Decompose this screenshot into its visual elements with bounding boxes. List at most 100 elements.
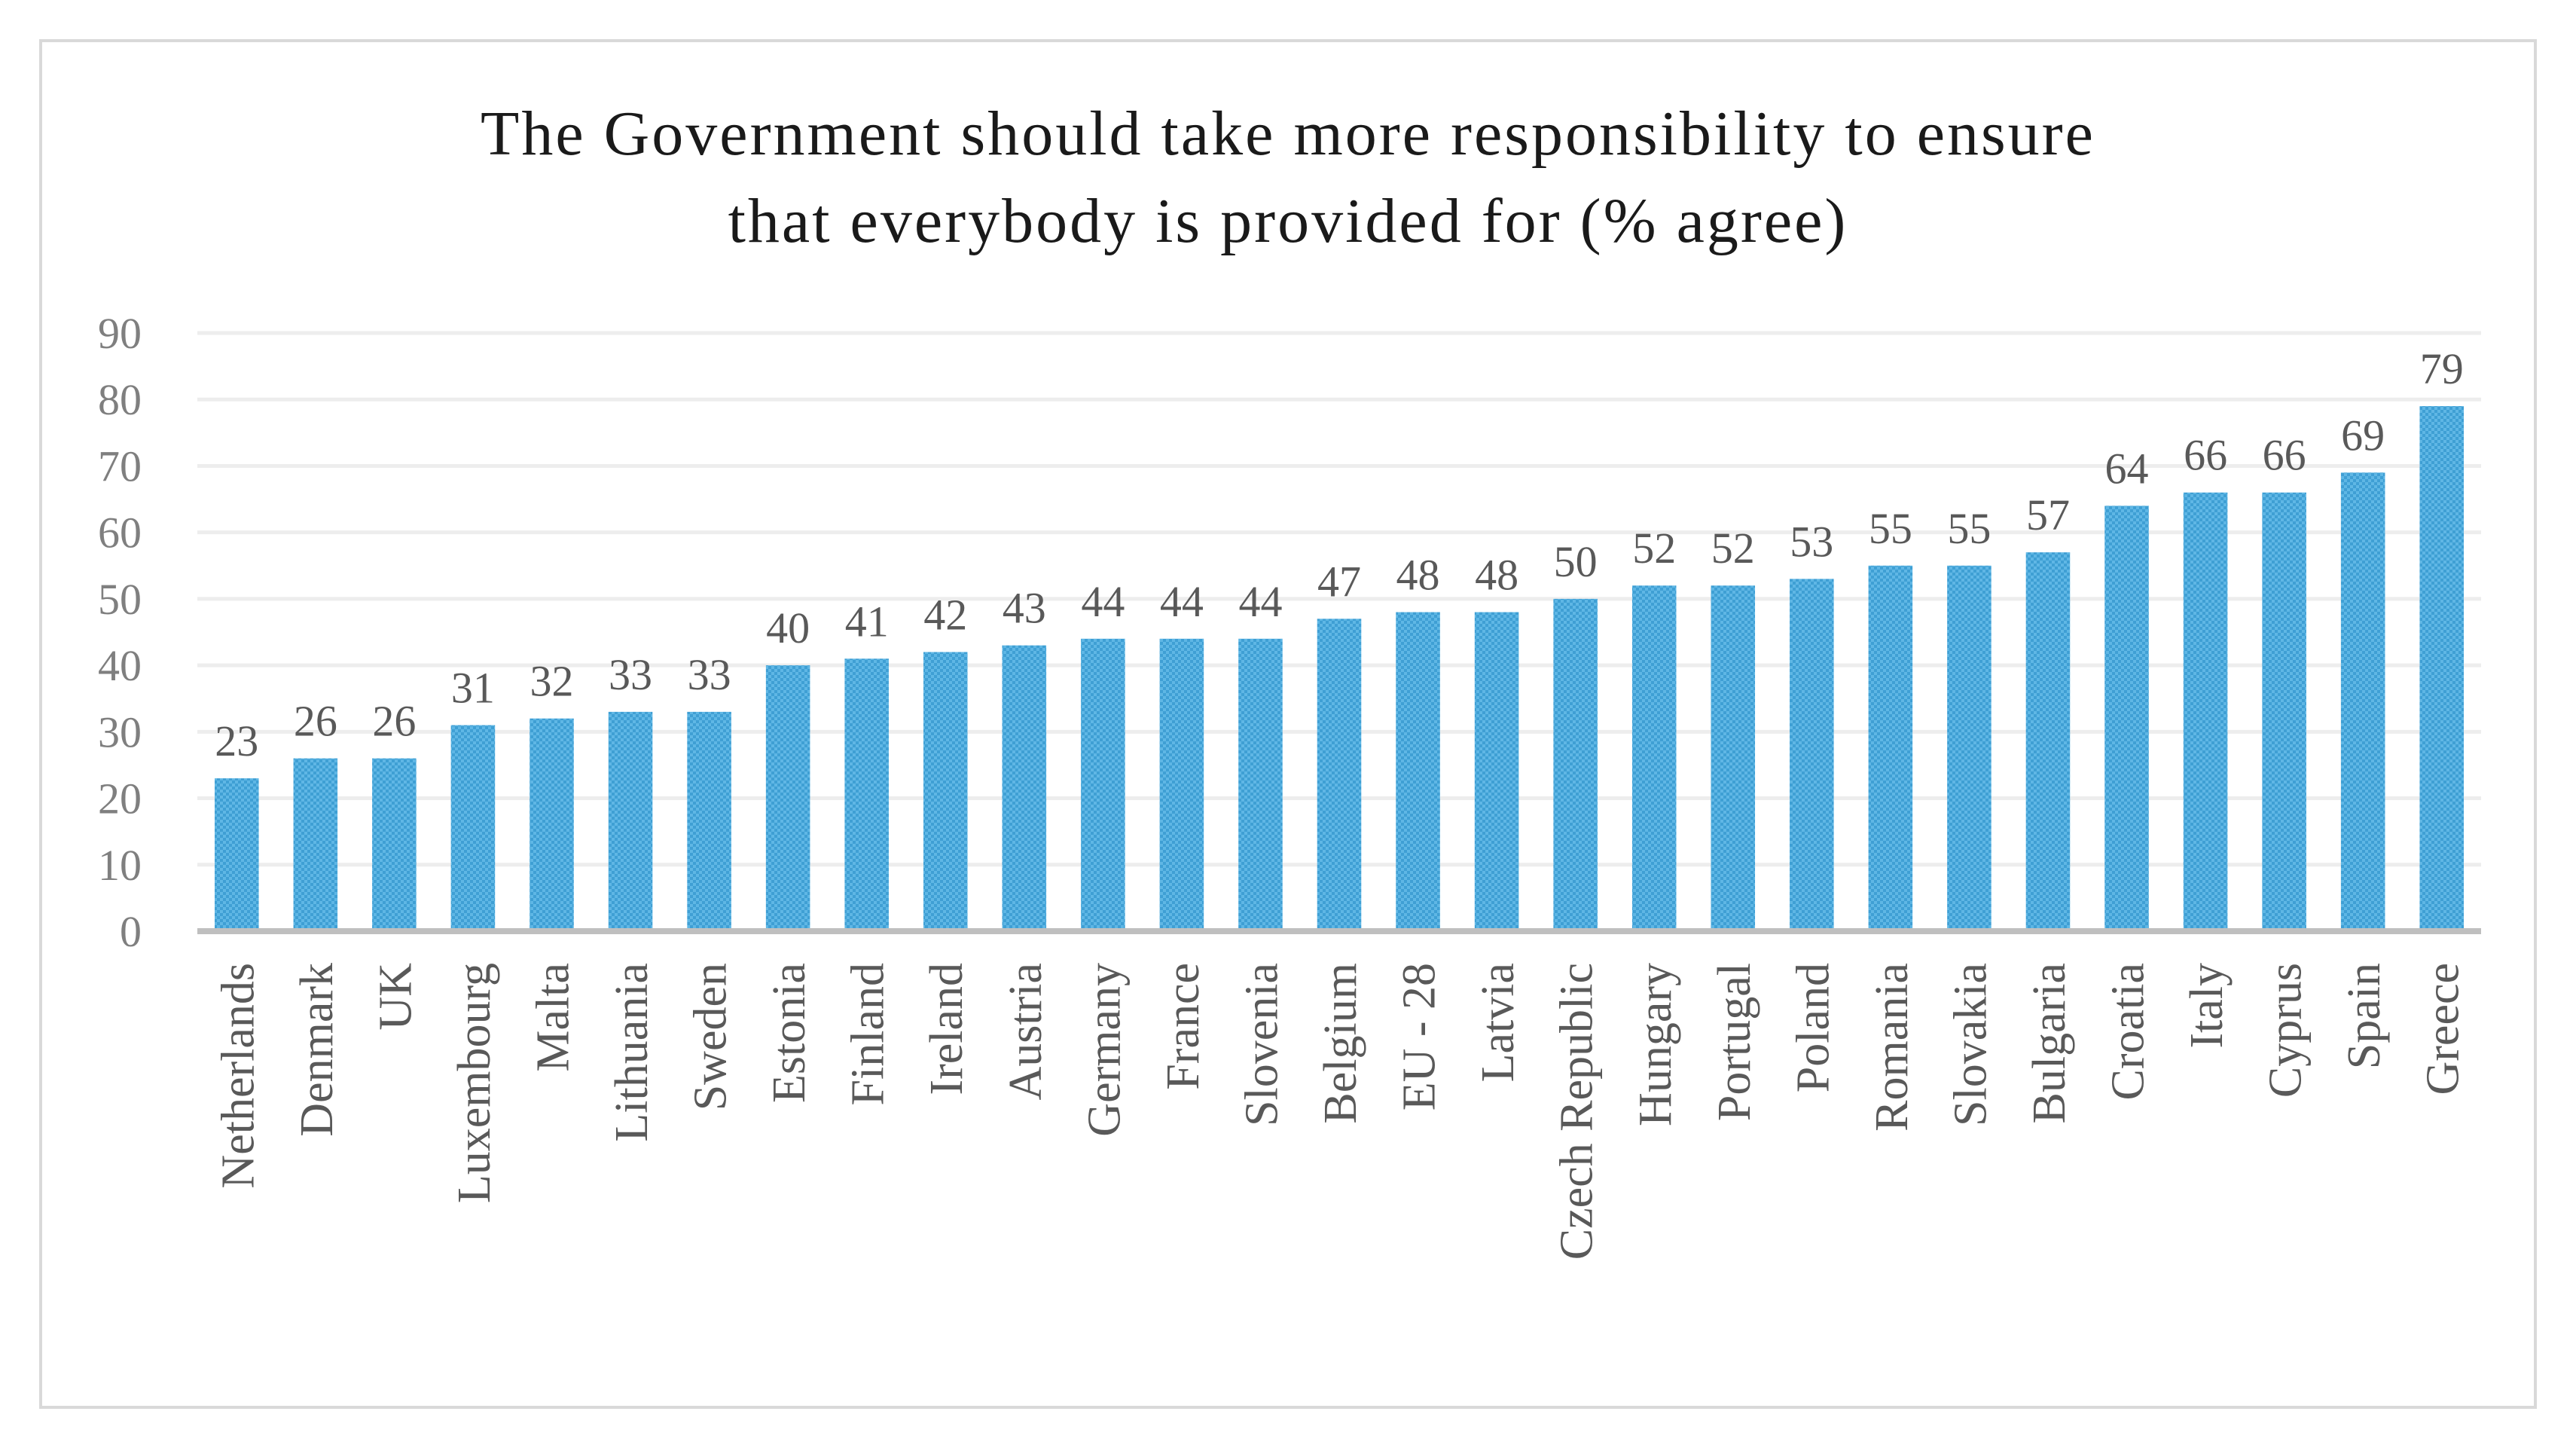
data-label: 53 [1790,517,1833,566]
data-label: 47 [1317,557,1361,606]
data-label: 64 [2105,444,2149,493]
y-tick-label: 90 [98,309,142,358]
x-tick-label: Cyprus [2260,963,2312,1098]
x-tick-label: Slovenia [1236,963,1287,1126]
data-label: 40 [766,603,810,652]
data-label: 42 [923,590,967,639]
data-label: 33 [609,650,652,699]
bar [2183,492,2228,931]
data-label: 26 [294,697,337,746]
data-label: 43 [1003,584,1046,633]
data-label: 50 [1554,537,1598,586]
x-tick-label: Romania [1866,963,1918,1132]
data-label: 26 [372,697,416,746]
bar [372,758,417,931]
x-tick-label: Denmark [291,963,343,1137]
y-tick-label: 0 [120,907,142,956]
bar [1238,638,1283,931]
data-label: 44 [1160,577,1204,626]
x-tick-label: Finland [843,963,894,1105]
y-tick-label: 20 [98,774,142,823]
data-label: 66 [2184,431,2227,480]
x-tick-label: Italy [2181,963,2233,1049]
y-tick-label: 50 [98,575,142,624]
x-tick-label: Greece [2418,963,2469,1095]
x-tick-label: Portugal [1709,963,1760,1121]
bar [1396,612,1440,931]
x-tick-label: EU - 28 [1394,963,1445,1110]
bar [1790,579,1834,931]
x-tick-label: Luxembourg [449,963,500,1203]
bar [1317,619,1362,931]
bars [215,406,2464,931]
x-tick-label: Czech Republic [1552,963,1603,1260]
x-axis-labels: Netherlands Denmark UK Luxembourg Malta Lithu… [212,963,2468,1260]
data-label: 44 [1081,577,1125,626]
bar [1868,565,1913,931]
y-tick-label: 80 [98,375,142,424]
x-tick-label: Austria [1000,963,1051,1101]
data-label: 23 [215,716,258,765]
data-label: 66 [2263,431,2306,480]
bar [215,778,259,931]
bar [530,718,574,931]
bar [844,658,889,931]
bar [1159,638,1204,931]
x-tick-label: France [1158,963,1209,1090]
data-label: 32 [530,657,573,706]
x-tick-label: Slovakia [1945,963,1996,1126]
x-tick-label: Belgium [1315,963,1366,1124]
bar [1553,598,1598,931]
x-tick-label: Bulgaria [2024,963,2075,1124]
bar [2419,406,2464,931]
data-label: 79 [2420,344,2464,393]
data-label: 33 [688,650,731,699]
bar [2104,506,2149,931]
data-label: 55 [1947,504,1991,553]
y-tick-label: 40 [98,641,142,690]
bar [687,711,731,931]
bar [2262,492,2306,931]
bar [2340,472,2385,931]
data-label: 69 [2341,411,2385,460]
x-tick-label: Sweden [685,963,737,1110]
x-tick-label: Malta [527,963,578,1072]
x-tick-label: Germany [1079,963,1130,1137]
data-label: 44 [1238,577,1282,626]
bar [450,725,496,931]
x-tick-label: Croatia [2103,963,2154,1101]
y-tick-label: 30 [98,707,142,756]
x-tick-label: Poland [1787,963,1839,1092]
chart-title: The Government should take more responsi… [481,99,2095,256]
data-label: 31 [451,664,495,713]
data-label: 57 [2026,490,2070,539]
bar [923,652,968,931]
data-label: 52 [1711,524,1755,573]
bar [765,665,810,931]
bar [2025,552,2071,931]
x-tick-label: Latvia [1473,963,1524,1082]
y-tick-label: 10 [98,841,142,890]
bar [1002,645,1047,931]
x-tick-label: Lithuania [606,963,658,1142]
y-axis: 0 10 20 30 40 50 60 70 80 90 [98,309,142,956]
x-tick-label: Ireland [921,963,972,1095]
y-tick-label: 70 [98,441,142,490]
x-tick-label: Netherlands [212,963,264,1189]
data-label: 52 [1632,524,1676,573]
y-tick-label: 60 [98,509,142,558]
x-tick-label: Hungary [1630,963,1681,1126]
gridlines [197,331,2481,867]
data-label: 48 [1475,551,1518,600]
data-label: 48 [1396,551,1440,600]
bar [293,758,338,931]
data-label: 55 [1869,504,1912,553]
bar [1081,638,1125,931]
data-labels: 23 26 26 31 32 33 33 40 41 42 43 44 44 44 47 48 48 50 52 52… [215,344,2463,765]
bar [1711,585,1756,931]
bar [1947,565,1992,931]
x-tick-label: Estonia [764,963,815,1103]
bar [608,711,653,931]
x-tick-label: UK [370,963,421,1031]
